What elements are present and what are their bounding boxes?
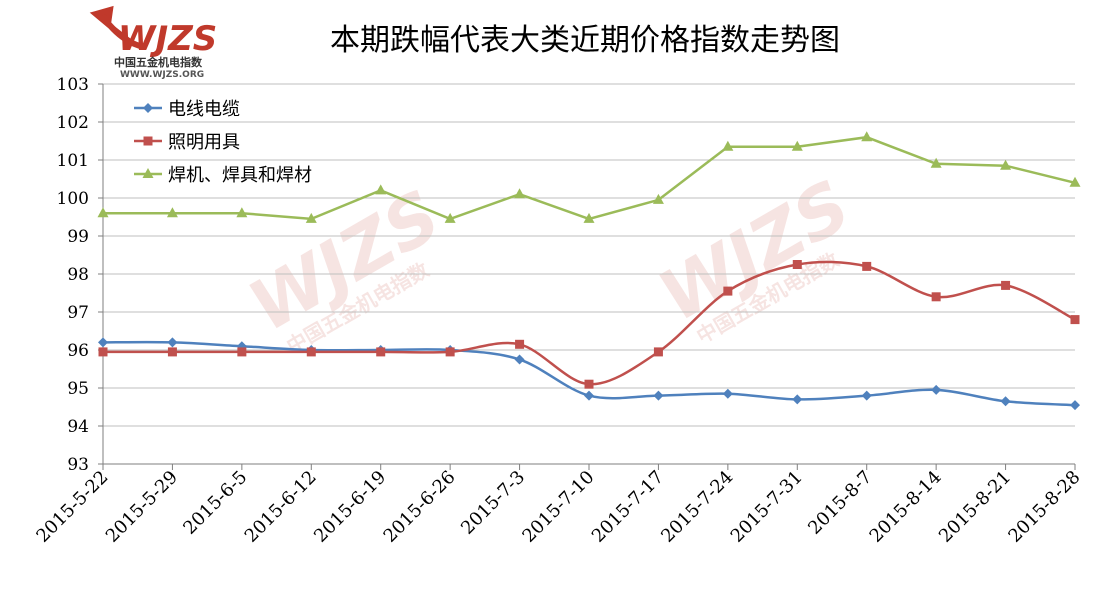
data-point [515, 339, 525, 349]
data-point [236, 207, 248, 218]
data-point [98, 337, 108, 348]
x-tick-label: 2015-5-29 [102, 467, 182, 547]
data-point [862, 261, 872, 271]
x-tick-label: 2015-8-7 [804, 467, 876, 539]
x-tick-label: 2015-6-26 [380, 467, 460, 547]
series-2 [98, 260, 1080, 389]
data-point [930, 157, 942, 168]
legend-entry: 照明用具 [134, 132, 240, 153]
legend-label: 焊机、焊具和焊材 [168, 165, 312, 186]
data-point [722, 388, 733, 399]
data-point [1069, 176, 1081, 187]
data-point [1000, 396, 1011, 407]
data-point [444, 212, 456, 223]
data-point [931, 384, 942, 395]
x-tick-label: 2015-7-10 [518, 467, 598, 547]
data-point [791, 140, 803, 151]
data-point [167, 347, 177, 357]
data-point [1001, 280, 1011, 290]
x-tick-label: 2015-7-31 [727, 467, 807, 547]
data-point [792, 394, 803, 405]
data-point [1070, 400, 1080, 411]
data-point [584, 390, 594, 401]
logo: WJZS 中国五金机电指数 WWW.WJZS.ORG [89, 5, 217, 80]
x-tick-label: 2015-7-17 [588, 467, 668, 547]
data-point [237, 347, 247, 357]
data-point [98, 347, 108, 357]
legend-swatch-marker [143, 103, 153, 113]
axes [98, 83, 1076, 470]
legend-entry: 焊机、焊具和焊材 [134, 165, 312, 186]
x-tick-label: 2015-8-21 [935, 467, 1015, 547]
data-point [584, 379, 594, 389]
y-tick-label: 97 [67, 303, 89, 323]
data-point [514, 188, 526, 199]
x-tick-label: 2015-5-22 [32, 467, 112, 547]
logo-brand: WJZS [118, 19, 217, 59]
data-point [514, 354, 525, 365]
y-axis-ticks: 93 94 95 96 97 98 99 100 101 102 103 [57, 75, 89, 475]
data-point [375, 184, 387, 195]
y-tick-label: 98 [67, 265, 89, 285]
data-point [97, 207, 109, 218]
data-point [166, 207, 178, 218]
x-tick-label: 2015-6-12 [241, 467, 321, 547]
data-point [861, 131, 873, 142]
data-point [653, 347, 663, 357]
y-tick-label: 99 [67, 227, 89, 247]
data-point [376, 347, 386, 357]
y-tick-label: 95 [67, 379, 89, 399]
x-tick-label: 2015-6-5 [179, 467, 251, 539]
y-tick-label: 103 [57, 75, 89, 95]
x-tick-label: 2015-6-19 [310, 467, 390, 547]
gridlines [103, 83, 1075, 427]
x-tick-label: 2015-8-14 [866, 467, 946, 547]
legend-swatch-marker [143, 136, 153, 146]
logo-swoosh-icon [89, 5, 141, 49]
y-tick-label: 94 [67, 417, 89, 437]
data-point [305, 212, 317, 223]
data-point [722, 140, 734, 151]
legend-swatch-marker [142, 168, 154, 178]
data-point [306, 347, 316, 357]
x-tick-label: 2015-7-3 [457, 467, 529, 539]
legend-entry: 电线电缆 [134, 99, 240, 120]
data-point [723, 286, 733, 296]
data-point [445, 347, 455, 357]
logo-subtitle: 中国五金机电指数 [114, 55, 203, 69]
y-tick-label: 93 [67, 455, 89, 475]
chart-title: 本期跌幅代表大类近期价格指数走势图 [330, 23, 840, 58]
y-tick-label: 96 [67, 341, 89, 361]
y-tick-label: 100 [57, 189, 89, 209]
data-point [1070, 315, 1080, 325]
data-point [167, 337, 178, 348]
y-tick-label: 101 [57, 151, 89, 171]
data-point [583, 212, 595, 223]
legend-label: 照明用具 [168, 132, 240, 153]
data-point [931, 292, 941, 302]
data-point [1000, 159, 1012, 170]
y-tick-label: 102 [57, 113, 89, 133]
x-tick-label: 2015-8-28 [1004, 467, 1084, 547]
data-point [792, 260, 802, 269]
legend-label: 电线电缆 [168, 99, 240, 120]
data-point [652, 193, 664, 204]
data-point [861, 390, 872, 401]
watermark: WJZS 中国五金机电指数 [646, 164, 864, 348]
x-axis-ticks: 2015-5-222015-5-292015-6-52015-6-122015-… [32, 467, 1084, 547]
logo-url: WWW.WJZS.ORG [120, 70, 204, 80]
series-group [97, 131, 1081, 411]
x-tick-label: 2015-7-24 [657, 467, 737, 547]
series-3 [97, 131, 1081, 223]
data-point [653, 390, 664, 401]
